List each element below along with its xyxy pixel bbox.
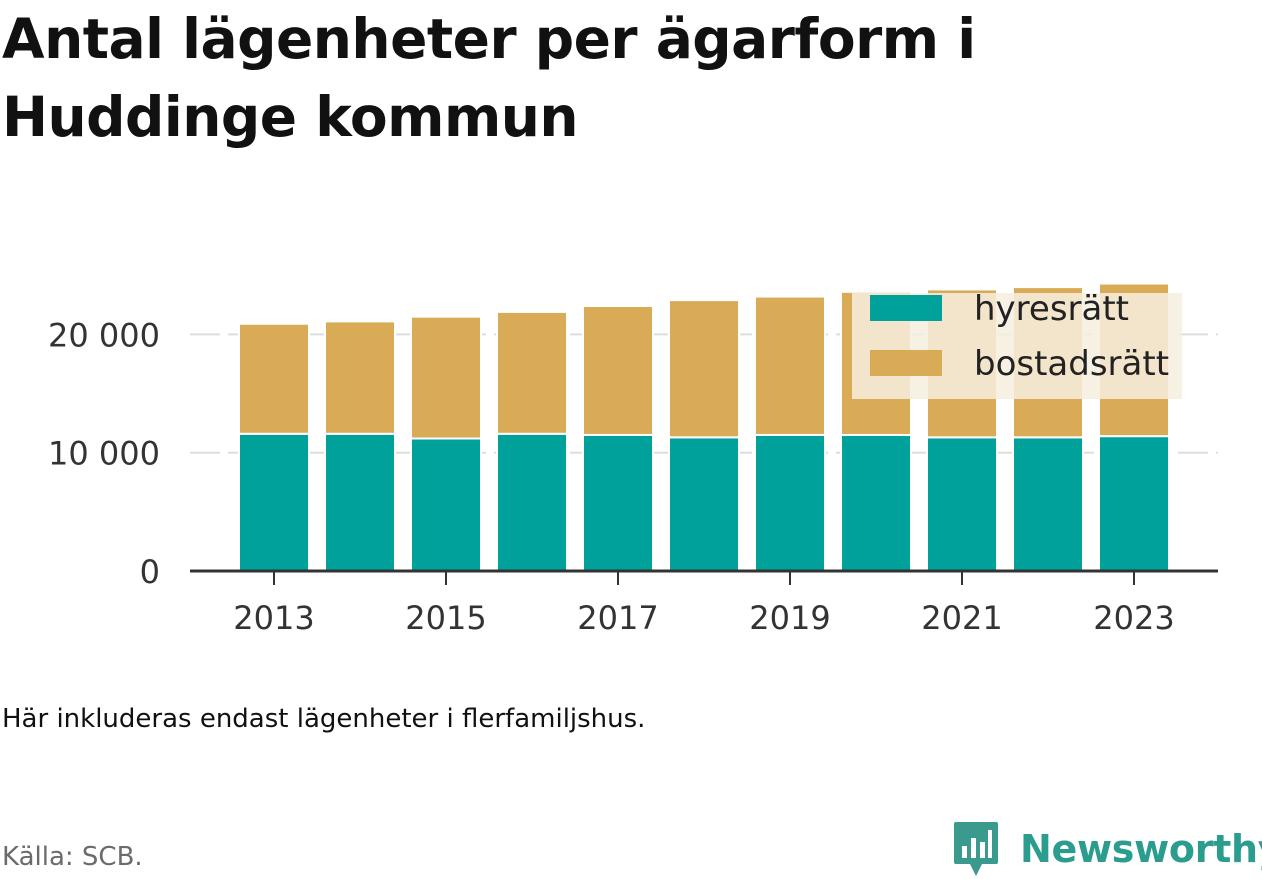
bar-hyresratt-2015 (410, 437, 482, 572)
bar-hyresratt-2016 (496, 432, 568, 572)
legend-swatch-hyresratt (870, 295, 942, 321)
y-tick-label: 20 000 (48, 316, 160, 354)
bar-bostadsratt-2019 (754, 295, 826, 436)
bar-hyresratt-2019 (754, 433, 826, 573)
bar-hyresratt-2017 (582, 433, 654, 573)
bar-hyresratt-2018 (668, 436, 740, 572)
x-tick-label: 2017 (577, 599, 658, 637)
legend-label-hyresratt: hyresrätt (974, 289, 1129, 329)
bar-bostadsratt-2014 (324, 320, 396, 435)
chart-title: Antal lägenheter per ägarform i Huddinge… (2, 7, 976, 149)
x-tick-label: 2015 (405, 599, 486, 637)
bar-hyresratt-2023 (1098, 435, 1170, 572)
chart-note: Här inkluderas endast lägenheter i flerf… (2, 704, 646, 734)
chart-area: 0 10 000 20 000 2013 2015 2017 2019 2021 2023 h… (48, 282, 1218, 637)
bar-bostadsratt-2013 (238, 322, 310, 435)
y-tick-labels: 0 10 000 20 000 (48, 316, 160, 591)
bar-hyresratt-2021 (926, 436, 998, 572)
newsworthy-logo-icon (954, 822, 998, 876)
bar-hyresratt-2013 (238, 432, 310, 572)
x-tick-label: 2019 (749, 599, 830, 637)
x-tick-label: 2013 (233, 599, 314, 637)
y-tick-label: 10 000 (48, 435, 160, 473)
bar-hyresratt-2022 (1012, 436, 1084, 572)
bar-bostadsratt-2018 (668, 299, 740, 439)
legend-swatch-bostadsratt (870, 350, 942, 376)
x-tick-labels: 2013 2015 2017 2019 2021 2023 (233, 571, 1175, 637)
bar-hyresratt-2014 (324, 432, 396, 572)
x-tick-label: 2023 (1093, 599, 1174, 637)
bar-bostadsratt-2016 (496, 310, 568, 435)
brand-name: Newsworthy (1020, 827, 1262, 871)
bar-bostadsratt-2015 (410, 315, 482, 440)
bar-hyresratt-2020 (840, 433, 912, 573)
y-tick-label: 0 (140, 553, 160, 591)
legend: hyresrätt bostadsrätt (852, 289, 1182, 399)
source-text: Källa: SCB. (2, 842, 143, 872)
brand-logo: Newsworthy (952, 820, 1262, 878)
bar-bostadsratt-2017 (582, 305, 654, 436)
x-tick-label: 2021 (921, 599, 1002, 637)
legend-label-bostadsratt: bostadsrätt (974, 344, 1169, 384)
